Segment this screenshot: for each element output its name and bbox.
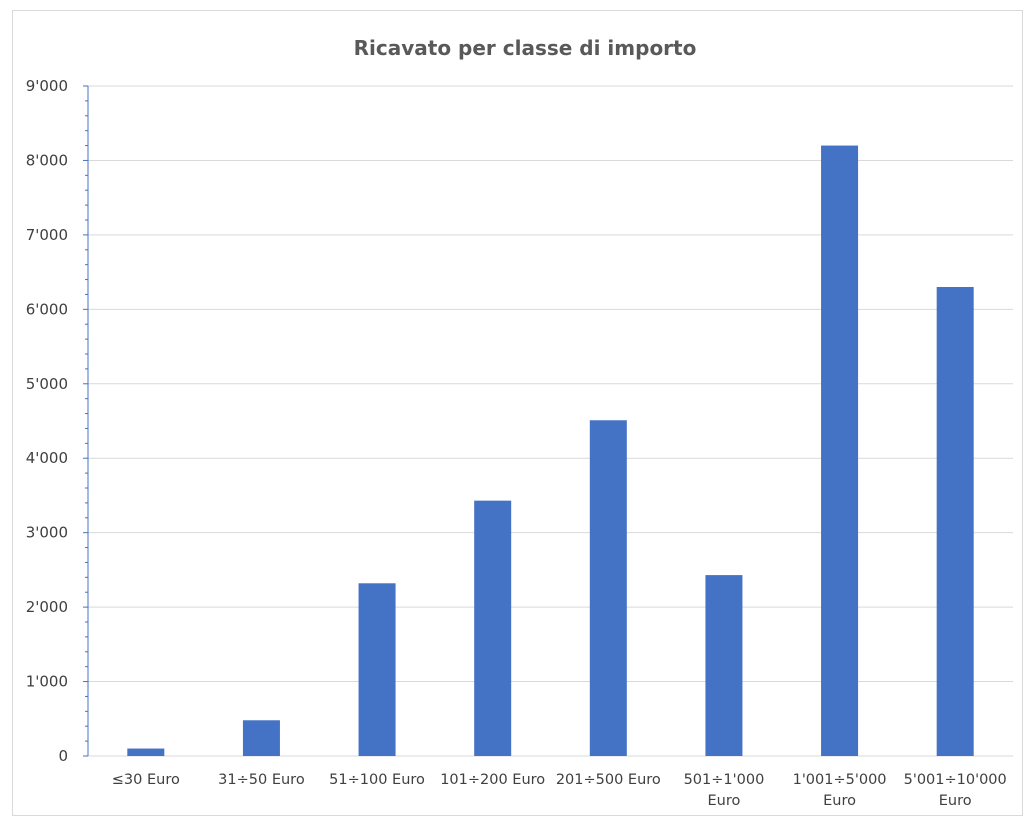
- bar: [821, 145, 859, 757]
- y-tick-label: 4'000: [26, 449, 68, 467]
- y-tick-label: 0: [58, 747, 68, 765]
- x-tick-label: Euro: [823, 793, 856, 809]
- x-tick-label: 1'001÷5'000: [793, 772, 887, 788]
- y-tick-label: 6'000: [26, 300, 68, 318]
- gridlines: [88, 85, 1013, 683]
- x-tick-label: ≤30 Euro: [112, 772, 180, 788]
- bar: [589, 420, 627, 756]
- chart-title: Ricavato per classe di importo: [354, 36, 697, 60]
- x-tick-label: 51÷100 Euro: [329, 772, 425, 788]
- bar: [474, 500, 512, 756]
- chart-area: Ricavato per classe di importo 0 1'000 2'0…: [12, 10, 1023, 816]
- x-tick-labels: ≤30 Euro 31÷50 Euro 51÷100 Euro 101÷200 Eur…: [112, 772, 1007, 809]
- bars: [127, 145, 974, 757]
- y-tick-label: 1'000: [26, 673, 68, 691]
- x-tick-label: Euro: [708, 793, 741, 809]
- bar: [705, 575, 743, 756]
- y-axis: [83, 85, 1013, 757]
- x-tick-label: 31÷50 Euro: [218, 772, 305, 788]
- x-tick-label: 501÷1'000: [684, 772, 765, 788]
- y-tick-label: 3'000: [26, 524, 68, 542]
- bar: [936, 287, 974, 756]
- y-tick-label: 8'000: [26, 151, 68, 169]
- bar: [358, 583, 396, 756]
- x-tick-label: 101÷200 Euro: [440, 772, 545, 788]
- y-tick-label: 7'000: [26, 226, 68, 244]
- y-tick-labels: 0 1'000 2'000 3'000 4'000 5'000 6'000 7'000 8'00…: [26, 77, 68, 765]
- x-tick-label: Euro: [939, 793, 972, 809]
- x-tick-label: 5'001÷10'000: [904, 772, 1007, 788]
- bar: [242, 720, 280, 756]
- y-tick-label: 9'000: [26, 77, 68, 95]
- bar: [127, 748, 165, 756]
- x-tick-label: 201÷500 Euro: [556, 772, 661, 788]
- y-tick-label: 5'000: [26, 375, 68, 393]
- y-tick-label: 2'000: [26, 598, 68, 616]
- bar-chart: Ricavato per classe di importo 0 1'000 2'0…: [26, 36, 1013, 809]
